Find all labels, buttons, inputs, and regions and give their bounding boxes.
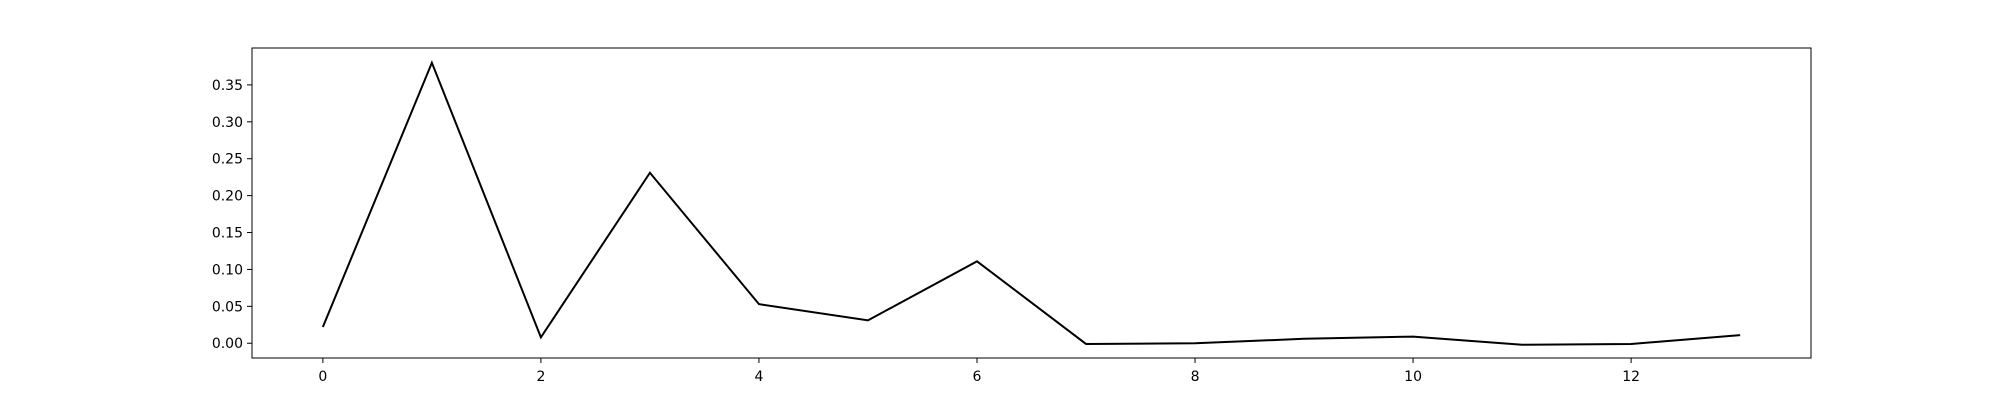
- x-tick-label: 6: [973, 369, 982, 385]
- y-tick-label: 0.15: [212, 226, 243, 242]
- y-axis-ticks: 0.00 0.05 0.10 0.15 0.20 0.25 0.30 0.35: [212, 78, 252, 352]
- series-layer: [321, 60, 1741, 346]
- y-tick-label: 0.00: [212, 336, 243, 352]
- x-tick-label: 0: [318, 369, 327, 385]
- y-tick-label: 0.30: [212, 115, 243, 131]
- x-tick-label: 4: [754, 369, 763, 385]
- x-tick-label: 12: [1622, 369, 1640, 385]
- y-tick-label: 0.25: [212, 152, 243, 168]
- x-tick-label: 10: [1404, 369, 1422, 385]
- plot-area-frame: [251, 47, 1812, 359]
- y-tick-label: 0.10: [212, 262, 243, 278]
- y-tick-label: 0.05: [212, 299, 243, 315]
- x-tick-label: 8: [1191, 369, 1200, 385]
- y-tick-label: 0.20: [212, 189, 243, 205]
- x-tick-label: 2: [536, 369, 545, 385]
- series-line: [321, 60, 1741, 346]
- y-tick-label: 0.35: [212, 78, 243, 94]
- x-axis-ticks: 0 2 4 6 8 10 12: [318, 358, 1640, 385]
